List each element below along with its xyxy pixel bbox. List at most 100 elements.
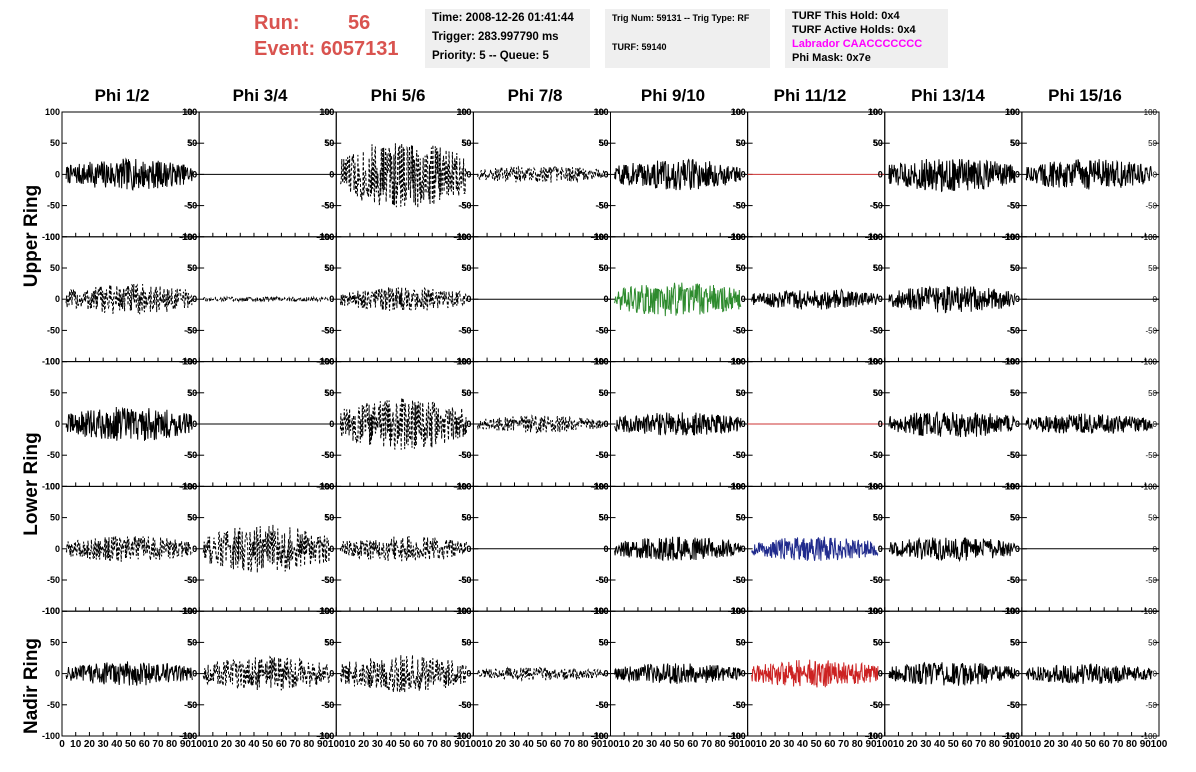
y-tick-label-inner: -50 <box>871 326 883 335</box>
x-tick-label: 10 <box>344 739 356 750</box>
waveform-line <box>614 536 742 562</box>
x-tick-label: 50 <box>125 739 137 750</box>
x-tick-label: 100 <box>739 739 756 750</box>
waveform-line <box>202 295 330 304</box>
y-tick-label-inner: 50 <box>462 264 471 273</box>
y-tick-label: 50 <box>736 637 746 647</box>
x-tick-label: 80 <box>166 739 178 750</box>
y-tick-label: 0 <box>603 669 608 679</box>
y-tick-label: -100 <box>179 731 197 741</box>
y-tick-label-inner: 50 <box>874 139 883 148</box>
turf-info-box: TURF This Hold: 0x4 TURF Active Holds: 0… <box>785 9 948 68</box>
y-tick-label-inner: -100 <box>1141 482 1158 491</box>
y-tick-label: -50 <box>595 575 608 585</box>
y-tick-label-inner: 100 <box>595 482 609 491</box>
y-tick-label: 100 <box>45 232 60 242</box>
x-tick-label: 20 <box>221 739 233 750</box>
y-tick-label: 100 <box>1005 481 1020 491</box>
y-tick-label-inner: -100 <box>1004 482 1021 491</box>
y-tick-label-inner: 100 <box>1007 482 1021 491</box>
y-tick-label: -50 <box>458 700 471 710</box>
y-tick-label-inner: -50 <box>186 576 198 585</box>
y-tick-label: -50 <box>458 575 471 585</box>
x-tick-label: 50 <box>1085 739 1097 750</box>
y-tick-label-inner: -50 <box>1008 451 1020 460</box>
event-label: Event: <box>254 38 316 60</box>
x-tick-label: 30 <box>920 739 932 750</box>
y-tick-label-inner: -50 <box>1008 701 1020 710</box>
y-tick-label: 0 <box>1015 419 1020 429</box>
y-tick-label-inner: 0 <box>330 545 335 554</box>
x-tick-label: 70 <box>975 739 987 750</box>
y-tick-label-inner: 50 <box>188 389 197 398</box>
y-tick-label-inner: 0 <box>467 170 472 179</box>
y-tick-label: 100 <box>319 107 334 117</box>
y-tick-label: -50 <box>184 201 197 211</box>
x-tick-label: 50 <box>262 739 274 750</box>
y-tick-label: 0 <box>329 544 334 554</box>
y-tick-label-inner: 100 <box>1144 108 1158 117</box>
y-tick-label: 100 <box>456 481 471 491</box>
y-tick-label-inner: 100 <box>184 108 198 117</box>
y-tick-label-inner: -50 <box>734 451 746 460</box>
y-tick-label-inner: -50 <box>734 202 746 211</box>
y-tick-label-inner: 0 <box>330 670 335 679</box>
y-tick-label-inner: 0 <box>878 295 883 304</box>
waveform-line <box>888 661 1016 686</box>
x-tick-label: 80 <box>578 739 590 750</box>
y-tick-label: 100 <box>593 232 608 242</box>
x-tick-label: 30 <box>509 739 521 750</box>
y-tick-label: -100 <box>316 731 334 741</box>
y-tick-label: 50 <box>461 388 471 398</box>
y-tick-label-inner: 0 <box>467 670 472 679</box>
y-tick-label-inner: -50 <box>1145 326 1157 335</box>
event-value: 6057131 <box>320 38 399 60</box>
waveform-line <box>614 412 742 436</box>
y-tick-label-inner: -50 <box>460 326 472 335</box>
y-tick-label-inner: -50 <box>1145 576 1157 585</box>
waveform-line <box>339 286 467 311</box>
y-tick-label-inner: 100 <box>321 108 335 117</box>
waveform-line <box>65 534 193 562</box>
y-tick-label-inner: 50 <box>462 139 471 148</box>
y-tick-label-inner: -100 <box>730 482 747 491</box>
y-tick-label: 50 <box>1010 263 1020 273</box>
panel-frame <box>472 361 611 487</box>
waveform-line <box>614 663 742 685</box>
y-tick-label: 100 <box>1005 357 1020 367</box>
y-tick-label: -100 <box>42 481 60 491</box>
y-tick-label-inner: 0 <box>467 545 472 554</box>
y-tick-label: 0 <box>466 294 471 304</box>
x-tick-label: 0 <box>59 739 65 750</box>
y-tick-label: 50 <box>324 513 334 523</box>
y-tick-label-inner: 50 <box>462 514 471 523</box>
trig-num-text: Trig Num: 59131 -- Trig Type: RF <box>612 13 750 23</box>
y-tick-label: 0 <box>329 169 334 179</box>
y-tick-label: -50 <box>733 575 746 585</box>
y-tick-label-inner: 100 <box>595 607 609 616</box>
y-tick-label-inner: -100 <box>181 358 198 367</box>
y-tick-label: -50 <box>321 201 334 211</box>
y-tick-label: 0 <box>878 669 883 679</box>
y-tick-label-inner: 100 <box>458 233 472 242</box>
y-tick-label-inner: 0 <box>741 545 746 554</box>
y-tick-label-inner: 50 <box>737 264 746 273</box>
y-tick-label: -50 <box>321 450 334 460</box>
y-tick-label-inner: -50 <box>186 451 198 460</box>
x-tick-label: 60 <box>1099 739 1111 750</box>
y-tick-label-inner: 100 <box>1007 607 1021 616</box>
x-tick-label: 30 <box>783 739 795 750</box>
y-tick-label: 100 <box>868 107 883 117</box>
y-tick-label-inner: -100 <box>867 732 884 741</box>
x-tick-label: 50 <box>948 739 960 750</box>
y-tick-label: 100 <box>868 357 883 367</box>
y-tick-label-inner: -100 <box>867 358 884 367</box>
y-tick-label-inner: 100 <box>458 108 472 117</box>
y-tick-label-inner: -50 <box>871 451 883 460</box>
x-tick-label: 40 <box>386 739 398 750</box>
y-tick-label-inner: 50 <box>1148 139 1157 148</box>
y-tick-label-inner: -50 <box>734 326 746 335</box>
column-title-phi-13-14: Phi 13/14 <box>911 86 985 105</box>
y-tick-label-inner: 50 <box>1011 264 1020 273</box>
y-tick-label: 100 <box>868 481 883 491</box>
